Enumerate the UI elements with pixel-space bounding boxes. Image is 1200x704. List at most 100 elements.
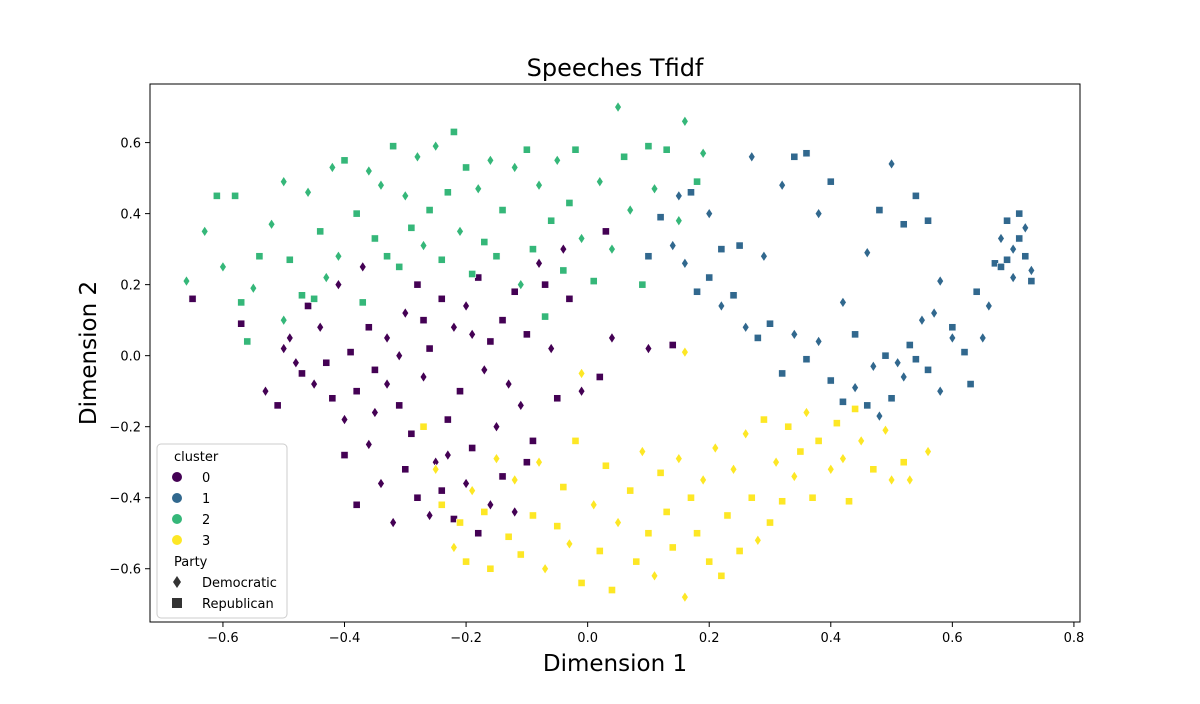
point-cluster-0-republican [529,436,537,445]
point-cluster-1-republican [735,241,744,250]
point-cluster-3-republican [832,419,841,428]
point-cluster-3-democratic [802,406,811,419]
point-cluster-1-republican [1003,216,1011,225]
point-cluster-2-democratic [608,243,616,255]
point-cluster-1-republican [1003,255,1011,264]
point-cluster-2-republican [468,270,477,278]
point-cluster-3-democratic [492,452,501,465]
point-cluster-1-democratic [668,239,677,252]
point-cluster-1-democratic [814,207,823,220]
point-cluster-1-democratic [936,275,944,287]
x-tick-label: 0.8 [1064,631,1085,646]
point-cluster-3-republican [778,497,787,506]
point-cluster-0-republican [322,358,331,367]
point-cluster-2-republican [462,163,470,172]
point-cluster-2-republican [547,216,556,225]
point-cluster-3-republican [419,422,428,431]
point-cluster-0-democratic [279,342,288,355]
point-cluster-2-republican [644,142,653,151]
legend-cluster-3-label: 3 [202,534,210,549]
point-cluster-3-democratic [741,428,750,440]
point-cluster-1-republican [839,397,847,406]
legend-box [156,443,288,619]
point-cluster-3-republican [668,543,677,552]
point-cluster-3-democratic [857,435,865,447]
point-cluster-0-democratic [462,477,470,490]
point-cluster-2-democratic [681,115,689,128]
point-cluster-2-republican [693,177,701,186]
x-tick-label: 0.4 [820,631,841,646]
point-cluster-0-republican [328,394,337,403]
point-cluster-0-republican [541,280,549,289]
point-cluster-1-republican [826,177,835,186]
point-cluster-3-democratic [729,463,738,476]
point-cluster-2-republican [389,142,398,151]
point-cluster-0-republican [498,316,507,325]
legend-cluster-0-label: 0 [202,471,210,486]
point-cluster-0-democratic [365,438,373,451]
point-cluster-3-republican [662,508,671,516]
point-cluster-1-democratic [1009,271,1017,284]
point-cluster-0-republican [188,294,197,303]
point-cluster-0-democratic [316,321,324,334]
point-cluster-2-democratic [650,183,659,195]
point-cluster-3-republican [705,557,714,566]
point-cluster-1-republican [881,351,890,360]
point-cluster-3-republican [845,497,853,506]
point-cluster-3-republican [516,550,525,559]
legend-style-title: Party [174,555,208,570]
point-cluster-0-republican [553,394,562,403]
point-cluster-2-republican [231,191,239,200]
point-cluster-2-republican [522,145,531,154]
x-tick-label: −0.2 [450,631,482,646]
point-cluster-2-democratic [614,101,622,113]
chart-title: Speeches Tfidf [527,54,704,82]
point-cluster-2-republican [541,312,549,321]
point-cluster-2-democratic [517,278,525,291]
y-axis-ticks: −0.6 −0.4 −0.2 0.0 0.2 0.4 0.6 [109,137,150,578]
point-cluster-1-democratic [869,360,878,373]
legend-hue-title: cluster [174,450,219,465]
point-cluster-1-republican [972,287,981,296]
point-cluster-0-democratic [286,332,294,344]
point-cluster-0-democratic [444,449,452,461]
point-cluster-0-republican [437,486,446,495]
point-cluster-2-republican [243,337,252,346]
point-cluster-0-republican [522,330,531,339]
point-cluster-3-republican [808,493,817,502]
point-cluster-1-republican [905,341,914,349]
point-cluster-2-republican [662,145,671,154]
point-cluster-2-democratic [431,140,440,152]
point-cluster-2-democratic [279,314,288,326]
point-cluster-3-democratic [541,562,549,575]
point-cluster-0-democratic [358,261,367,273]
point-cluster-0-republican [474,529,483,538]
point-cluster-2-republican [298,291,306,300]
data-points [182,101,1036,603]
point-cluster-1-republican [851,330,859,339]
point-cluster-1-republican [790,152,799,161]
point-cluster-0-democratic [340,413,349,426]
point-cluster-0-republican [304,302,312,310]
point-cluster-1-republican [911,191,920,200]
y-tick-label: −0.4 [109,492,141,507]
point-cluster-2-republican [480,238,489,246]
point-cluster-1-democratic [717,300,726,312]
point-cluster-3-republican [595,547,604,555]
point-cluster-2-democratic [577,232,586,245]
point-cluster-1-republican [766,319,774,328]
point-cluster-3-democratic [887,474,896,486]
point-cluster-1-democratic [899,371,908,383]
point-cluster-1-republican [1027,277,1036,285]
point-cluster-3-democratic [650,570,659,582]
point-cluster-2-democratic [510,161,519,174]
point-cluster-2-democratic [328,161,337,174]
point-cluster-2-republican [383,252,391,261]
point-cluster-0-republican [340,451,349,459]
point-cluster-0-republican [565,294,574,303]
point-cluster-1-republican [753,334,762,342]
point-cluster-2-democratic [304,186,312,199]
point-cluster-2-democratic [419,239,428,252]
point-cluster-3-republican [632,557,641,566]
